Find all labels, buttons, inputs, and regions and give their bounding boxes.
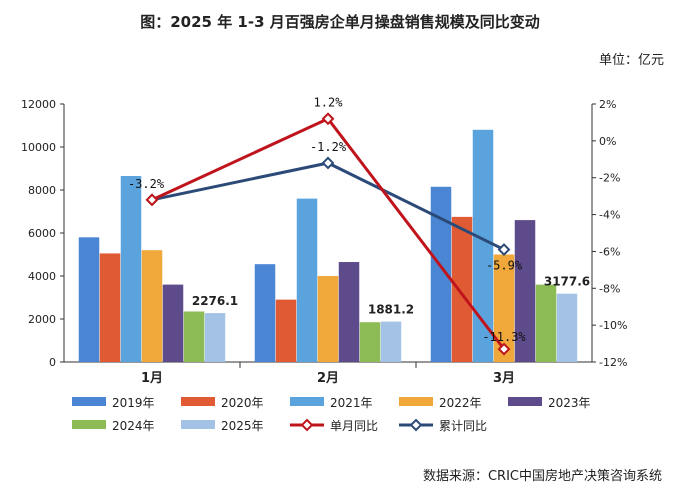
legend-swatch [181,397,215,406]
legend-label: 2020年 [221,396,264,410]
bar-2019年 [78,237,100,362]
line-value-label: 1.2% [314,96,344,110]
legend-item: 2024年 [72,419,155,433]
bar-2022年 [141,250,163,362]
bar-2020年 [99,253,121,362]
y-tick-label: 10000 [21,141,56,154]
bar-2021年 [472,129,494,362]
bar-2022年 [493,254,515,362]
legend-item: 2023年 [508,396,591,410]
legend-label: 单月同比 [330,419,378,433]
legend-label: 累计同比 [439,419,487,433]
bar-value-label: 1881.2 [368,303,414,317]
legend-swatch [399,397,433,406]
bar-2023年 [162,284,184,362]
bar-2024年 [183,311,205,362]
line-marker-累计同比 [497,243,511,256]
bar-2024年 [535,284,557,362]
bar-2025年 [204,313,226,362]
bar-2025年 [380,321,402,362]
legend-item: 2019年 [72,396,155,410]
line-marker-单月同比 [145,193,159,207]
bar-2020年 [451,216,473,362]
legend-marker [409,418,423,432]
bar-2025年 [556,293,578,362]
y2-tick-label: 2% [599,98,616,111]
legend-swatch [72,420,106,429]
y-tick-label: 0 [49,356,56,369]
legend-item: 2022年 [399,396,482,410]
line-value-label: -3.2% [128,177,165,191]
legend-item: 2020年 [181,396,264,410]
legend-marker [300,418,314,432]
line-marker-累计同比 [321,156,335,170]
y2-tick-label: -4% [599,209,620,222]
bar-value-label: 3177.6 [544,275,590,289]
y2-tick-label: -12% [599,356,627,369]
unit-label: 单位：亿元 [599,53,664,68]
data-source: 数据来源：CRIC中国房地产决策咨询系统 [423,468,662,484]
legend-label: 2025年 [221,419,264,433]
bar-2021年 [120,176,142,362]
x-category-label: 3月 [493,371,515,386]
y-tick-label: 4000 [28,270,56,283]
y2-tick-label: -6% [599,245,620,258]
x-category-label: 2月 [317,371,339,386]
y2-tick-label: -8% [599,282,620,295]
legend-swatch [72,397,106,406]
x-category-label: 1月 [141,371,163,386]
legend-item: 2025年 [181,419,264,433]
bar-2019年 [254,264,276,362]
y-tick-label: 6000 [28,227,56,240]
line-value-label: -1.2% [310,140,347,154]
y-tick-label: 8000 [28,184,56,197]
legend-item: 累计同比 [399,418,487,433]
y-tick-label: 12000 [21,98,56,111]
y-tick-label: 2000 [28,313,56,326]
legend-label: 2019年 [112,396,155,410]
bar-2022年 [317,276,339,362]
legend-item: 2021年 [290,396,373,410]
line-marker-单月同比 [321,112,335,126]
legend-label: 2022年 [439,396,482,410]
line-marker-单月同比 [497,342,511,356]
bar-2024年 [359,322,381,362]
bar-value-label: 2276.1 [192,294,238,308]
bar-2021年 [296,198,318,362]
legend-swatch [508,397,542,406]
chart-title: 图：2025 年 1-3 月百强房企单月操盘销售规模及同比变动 [140,13,540,31]
bar-2020年 [275,299,297,362]
bar-2019年 [430,186,452,362]
y2-tick-label: -2% [599,172,620,185]
legend-swatch [181,420,215,429]
legend-swatch [290,397,324,406]
bar-2023年 [338,262,360,362]
y2-tick-label: 0% [599,135,616,148]
legend-label: 2023年 [548,396,591,410]
legend-item: 单月同比 [290,418,378,433]
line-value-label: -11.3% [482,330,526,344]
legend-label: 2024年 [112,419,155,433]
line-value-label: -5.9% [486,259,523,273]
legend-label: 2021年 [330,396,373,410]
y2-tick-label: -10% [599,319,627,332]
bar-2023年 [514,220,536,362]
